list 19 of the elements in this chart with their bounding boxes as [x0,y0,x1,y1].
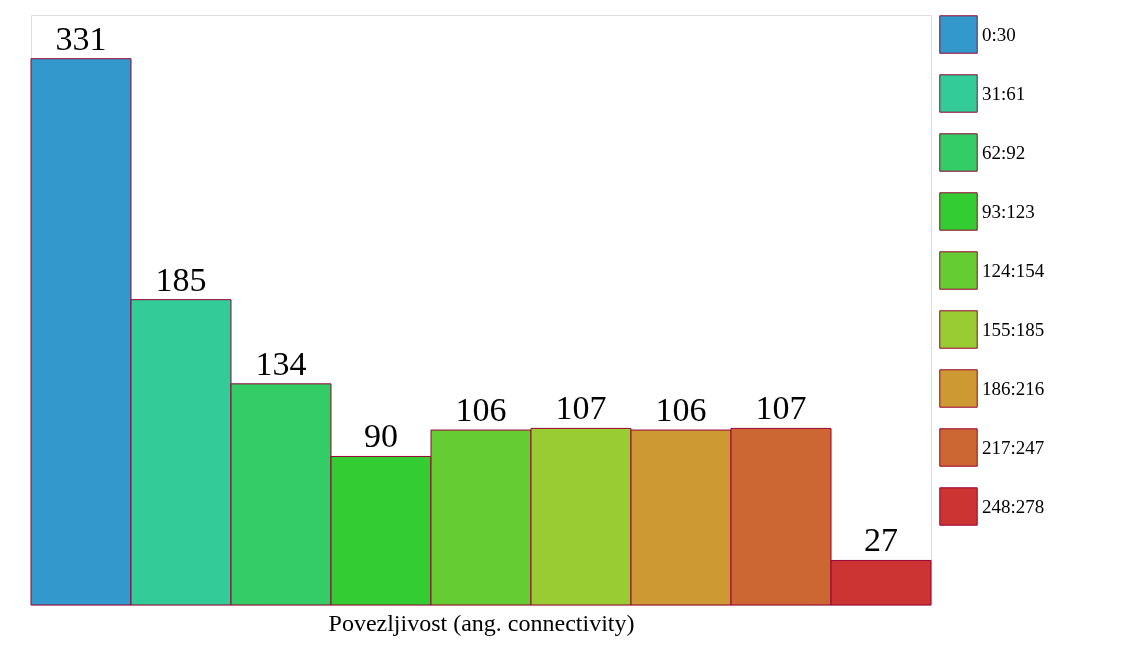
legend-label: 31:61 [982,82,1026,104]
legend-label: 217:247 [982,436,1045,458]
legend-label: 155:185 [982,318,1045,340]
data-label: 106 [655,391,707,429]
legend-label: 248:278 [982,495,1045,517]
data-label: 27 [864,521,898,559]
legend-label: 186:216 [982,377,1045,399]
data-label: 107 [755,389,807,427]
legend-label: 62:92 [982,141,1026,163]
data-label: 90 [364,417,398,455]
data-label: 331 [55,19,107,57]
legend-label: 124:154 [982,259,1045,281]
legend-label: 0:30 [982,23,1016,45]
legend-label: 93:123 [982,200,1035,222]
data-label: 106 [455,391,507,429]
data-label: 134 [255,344,307,382]
data-label: 107 [555,389,607,427]
data-label: 185 [155,260,207,298]
x-axis-title: Povezljivost (ang. connectivity) [328,609,635,636]
